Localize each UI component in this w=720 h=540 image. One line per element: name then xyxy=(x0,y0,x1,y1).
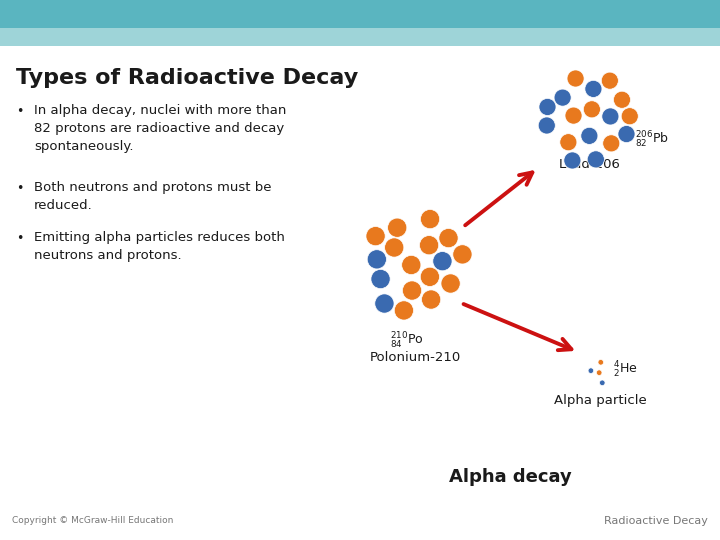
Circle shape xyxy=(441,274,460,293)
Circle shape xyxy=(375,294,394,313)
Text: $^{206}_{82}$Pb: $^{206}_{82}$Pb xyxy=(635,130,669,150)
Text: •: • xyxy=(16,182,23,195)
Text: Types of Radioactive Decay: Types of Radioactive Decay xyxy=(16,68,359,88)
Text: Both neutrons and protons must be
reduced.: Both neutrons and protons must be reduce… xyxy=(34,181,271,212)
Circle shape xyxy=(402,255,421,274)
Text: Alpha particle: Alpha particle xyxy=(554,394,647,407)
Text: Copyright © McGraw-Hill Education: Copyright © McGraw-Hill Education xyxy=(12,516,174,525)
Circle shape xyxy=(421,290,441,309)
Circle shape xyxy=(539,117,555,134)
Circle shape xyxy=(618,125,635,143)
Circle shape xyxy=(384,238,404,257)
Circle shape xyxy=(613,91,631,109)
Circle shape xyxy=(420,235,438,255)
Circle shape xyxy=(567,70,584,87)
Circle shape xyxy=(601,72,618,89)
Circle shape xyxy=(588,151,604,168)
Circle shape xyxy=(402,281,422,300)
Bar xyxy=(0,28,720,46)
Circle shape xyxy=(439,228,458,248)
Circle shape xyxy=(395,301,413,320)
Circle shape xyxy=(603,135,620,152)
Circle shape xyxy=(453,245,472,264)
Circle shape xyxy=(420,210,440,229)
Circle shape xyxy=(433,252,452,271)
Circle shape xyxy=(367,249,387,269)
Text: Alpha decay: Alpha decay xyxy=(449,468,572,486)
Text: Lead-206: Lead-206 xyxy=(559,158,621,171)
Circle shape xyxy=(588,368,594,374)
Text: Radioactive Decay: Radioactive Decay xyxy=(604,516,708,526)
Circle shape xyxy=(602,108,619,125)
Circle shape xyxy=(583,101,600,118)
Text: •: • xyxy=(16,232,23,245)
Text: $^{4}_{2}$He: $^{4}_{2}$He xyxy=(613,360,638,380)
Circle shape xyxy=(596,370,602,375)
Text: •: • xyxy=(16,105,23,118)
Circle shape xyxy=(387,218,407,237)
Circle shape xyxy=(600,380,605,386)
Circle shape xyxy=(554,89,571,106)
Text: In alpha decay, nuclei with more than
82 protons are radioactive and decay
spont: In alpha decay, nuclei with more than 82… xyxy=(34,104,287,153)
Circle shape xyxy=(621,107,638,125)
Circle shape xyxy=(366,227,385,246)
Bar xyxy=(0,0,720,28)
Circle shape xyxy=(560,134,577,151)
Circle shape xyxy=(564,152,581,169)
Circle shape xyxy=(565,107,582,124)
Text: Polonium-210: Polonium-210 xyxy=(369,351,461,364)
Circle shape xyxy=(539,98,556,116)
Circle shape xyxy=(581,127,598,144)
Circle shape xyxy=(598,360,603,365)
Text: $^{210}_{84}$Po: $^{210}_{84}$Po xyxy=(390,331,424,351)
Circle shape xyxy=(420,267,439,286)
Text: Emitting alpha particles reduces both
neutrons and protons.: Emitting alpha particles reduces both ne… xyxy=(34,231,285,262)
Circle shape xyxy=(585,80,602,97)
Circle shape xyxy=(371,269,390,289)
